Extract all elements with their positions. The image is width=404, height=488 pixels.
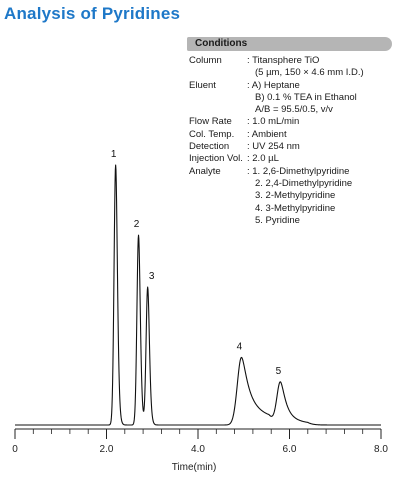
x-tick-label: 4.0 [191, 444, 205, 455]
condition-value: B) 0.1 % TEA in Ethanol [255, 91, 357, 103]
condition-value: : 1.0 mL/min [247, 116, 300, 128]
condition-row: (5 µm, 150 × 4.6 mm I.D.) [189, 67, 364, 79]
condition-value: (5 µm, 150 × 4.6 mm I.D.) [255, 67, 364, 79]
condition-value: : A) Heptane [247, 79, 300, 91]
condition-row: B) 0.1 % TEA in Ethanol [189, 92, 364, 104]
condition-key: Col. Temp. [189, 128, 235, 140]
condition-key: Column [189, 55, 222, 66]
condition-value: : UV 254 nm [247, 141, 300, 153]
x-tick-label: 2.0 [100, 444, 114, 455]
condition-row: A/B = 95.5/0.5, v/v [189, 104, 364, 116]
condition-key: Analyte [189, 165, 221, 177]
condition-row: Flow Rate : 1.0 mL/min [189, 116, 364, 128]
condition-row: Column : Titansphere TiO [189, 55, 364, 67]
condition-row: Eluent : A) Heptane [189, 80, 364, 92]
condition-row: Injection Vol. : 2.0 µL [189, 153, 364, 165]
x-tick-label: 0 [12, 444, 18, 455]
condition-value: 5. Pyridine [255, 214, 300, 226]
peak-label: 4 [237, 341, 243, 352]
conditions-table: Column : Titansphere TiO (5 µm, 150 × 4.6 … [189, 55, 364, 227]
page-title: Analysis of Pyridines [4, 4, 181, 23]
condition-value: : 1. 2,6-Dimethylpyridine [247, 165, 350, 177]
peak-label: 1 [111, 149, 117, 160]
condition-value: : Titansphere TiO [247, 55, 320, 66]
peak-label: 2 [134, 219, 140, 230]
condition-key: Injection Vol. [189, 153, 243, 165]
condition-value: 3. 2-Methylpyridine [255, 190, 336, 202]
conditions-header-label: Conditions [195, 38, 248, 49]
condition-value: : Ambient [247, 128, 287, 140]
condition-value: A/B = 95.5/0.5, v/v [255, 104, 333, 116]
condition-value: 2. 2,4-Dimethylpyridine [255, 177, 353, 189]
condition-row: 5. Pyridine [189, 215, 364, 227]
chromatogram-trace [14, 164, 382, 426]
condition-row: Detection : UV 254 nm [189, 141, 364, 153]
condition-value: 4. 3-Methylpyridine [255, 202, 336, 214]
condition-row: Col. Temp. : Ambient [189, 129, 364, 141]
x-tick-label: 8.0 [374, 444, 388, 455]
condition-row: 2. 2,4-Dimethylpyridine [189, 178, 364, 190]
x-axis-label: Time(min) [172, 462, 217, 473]
condition-row: Analyte : 1. 2,6-Dimethylpyridine [189, 166, 364, 178]
condition-key: Flow Rate [189, 116, 232, 128]
condition-key: Eluent [189, 79, 216, 91]
x-tick-label: 6.0 [283, 444, 297, 455]
peak-label: 3 [149, 271, 155, 282]
condition-row: 4. 3-Methylpyridine [189, 203, 364, 215]
peak-label: 5 [276, 366, 282, 377]
condition-value: : 2.0 µL [247, 153, 279, 165]
condition-key: Detection [189, 141, 230, 153]
conditions-header: Conditions [187, 37, 392, 51]
condition-row: 3. 2-Methylpyridine [189, 190, 364, 202]
